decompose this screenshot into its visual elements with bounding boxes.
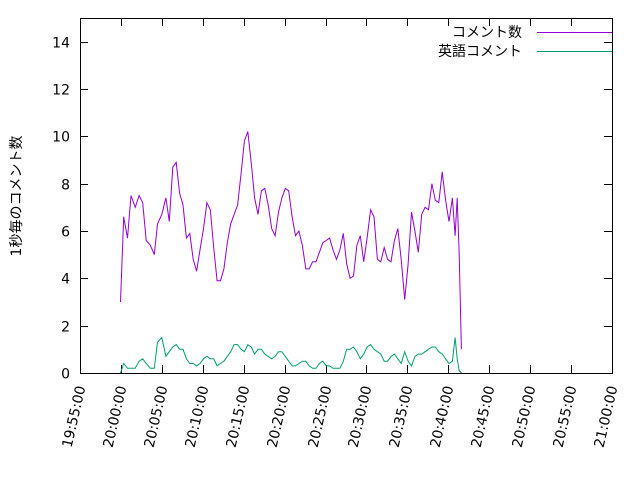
y-tick-label: 4: [61, 272, 70, 288]
x-tick-label: 20:50:00: [510, 384, 540, 449]
y-tick-label: 2: [61, 320, 70, 336]
y-tick-label: 0: [61, 367, 70, 383]
plot-area: [120, 131, 462, 374]
y-tick-label: 12: [52, 83, 70, 99]
x-tick-label: 20:40:00: [428, 384, 458, 449]
y-axis-label: 1秒毎のコメント数: [9, 136, 25, 257]
series-line-2: [120, 336, 462, 374]
x-tick-label: 20:25:00: [306, 384, 336, 449]
plot-frame: [80, 18, 613, 374]
x-tick-label: 20:00:00: [101, 384, 131, 449]
y-tick-label: 14: [52, 36, 70, 52]
x-tick-label: 19:55:00: [60, 384, 90, 449]
x-tick-label: 20:35:00: [387, 384, 417, 449]
x-tick-label: 20:15:00: [224, 384, 254, 449]
x-axis: 19:55:00 20:00:00 20:05:00 20:10:00 20:15:00…: [60, 18, 622, 449]
legend-label-2: 英語コメント: [438, 43, 522, 60]
x-tick-label: 20:20:00: [265, 384, 295, 449]
legend-label-1: コメント数: [452, 25, 522, 41]
y-tick-label: 6: [61, 225, 70, 241]
x-tick-label: 20:55:00: [551, 384, 581, 449]
y-tick-label: 10: [52, 130, 70, 146]
series-line-1: [120, 131, 462, 350]
x-tick-label: 21:00:00: [592, 384, 622, 449]
y-tick-label: 8: [61, 178, 70, 194]
x-tick-label: 20:10:00: [183, 384, 213, 449]
x-tick-label: 20:05:00: [142, 384, 172, 449]
y-axis: 0 2 4 6 8 10 12 14: [52, 36, 612, 383]
x-tick-label: 20:45:00: [469, 384, 499, 449]
x-tick-label: 20:30:00: [346, 384, 376, 449]
